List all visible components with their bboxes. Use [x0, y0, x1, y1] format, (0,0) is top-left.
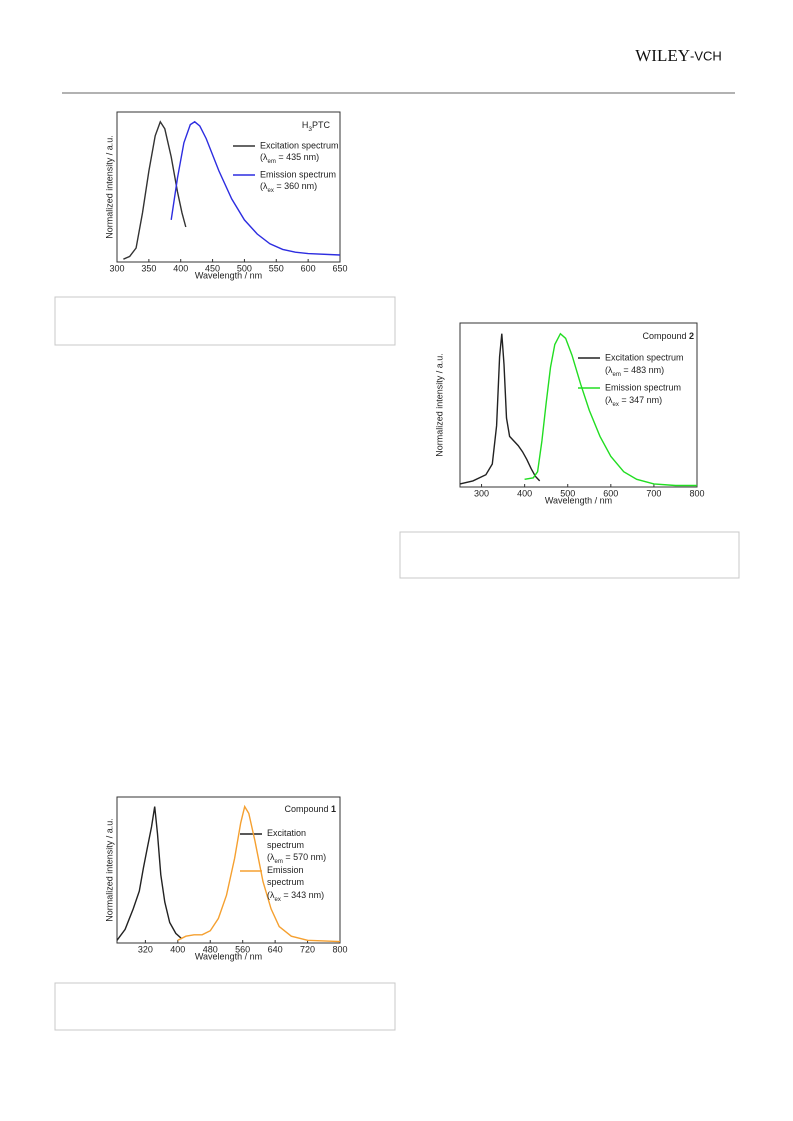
legend-name: Excitation spectrum [260, 140, 339, 150]
spectrum-line [524, 332, 697, 487]
legend-condition: (λex = 360 nm) [260, 181, 317, 193]
x-axis-label: Wavelength / nm [195, 270, 262, 280]
x-tick-label: 500 [237, 263, 252, 273]
legend-name: Emission spectrum [260, 169, 336, 179]
condition-open: (λ [260, 181, 268, 191]
title-part: Compound [284, 804, 331, 814]
condition-open: (λ [267, 852, 275, 862]
legend-name: Excitation spectrum [605, 352, 684, 362]
logo: WILEY [635, 46, 690, 65]
x-tick-label: 300 [474, 488, 489, 498]
x-tick-label: 720 [300, 944, 315, 954]
condition-close: = 343 nm) [281, 890, 324, 900]
title-part: PTC [312, 120, 331, 130]
condition-close: = 483 nm) [621, 365, 664, 375]
condition-sub: em [268, 159, 276, 165]
chart-title: Compound 1 [284, 804, 336, 814]
condition-close: = 347 nm) [619, 395, 662, 405]
x-tick-label: 650 [332, 263, 347, 273]
x-tick-label: 700 [646, 488, 661, 498]
title-part: 1 [331, 804, 336, 814]
spectrum-line [116, 806, 183, 941]
x-axis-label: Wavelength / nm [195, 951, 262, 961]
spectrum-line [170, 120, 341, 256]
condition-sub: ex [613, 402, 619, 408]
condition-sub: em [275, 859, 283, 865]
caption-box [54, 982, 396, 1031]
plot-frame [116, 111, 341, 263]
legend-condition: (λem = 570 nm) [267, 852, 326, 864]
title-part: H [302, 120, 309, 130]
legend-name: Emission spectrum [267, 865, 304, 887]
x-tick-label: 800 [332, 944, 347, 954]
condition-sub: ex [268, 188, 274, 194]
legend-condition: (λem = 483 nm) [605, 365, 664, 377]
x-tick-label: 400 [517, 488, 532, 498]
y-axis-label: Normalized intensity / a.u. [104, 135, 114, 239]
chart-title: Compound 2 [642, 331, 694, 341]
x-tick-label: 550 [269, 263, 284, 273]
x-tick-label: 300 [109, 263, 124, 273]
title-part: Compound [642, 331, 689, 341]
logo-suffix: -VCH [690, 48, 722, 63]
x-axis-label: Wavelength / nm [545, 495, 612, 505]
plot-frame [116, 796, 341, 944]
x-tick-label: 400 [170, 944, 185, 954]
condition-open: (λ [605, 365, 613, 375]
chart-title: H3PTC [302, 120, 331, 132]
condition-close: = 435 nm) [276, 152, 319, 162]
legend-name: Excitation spectrum [267, 828, 306, 850]
title-part: 2 [689, 331, 694, 341]
spectrum-line [177, 804, 341, 943]
x-tick-label: 450 [205, 263, 220, 273]
caption-box [54, 296, 396, 346]
spectrum-line [459, 333, 541, 485]
x-tick-label: 350 [141, 263, 156, 273]
condition-close: = 360 nm) [274, 181, 317, 191]
condition-sub: em [613, 372, 621, 378]
condition-sub: ex [275, 897, 281, 903]
condition-open: (λ [267, 890, 275, 900]
x-tick-label: 560 [235, 944, 250, 954]
title-part: 3 [308, 126, 312, 133]
legend-condition: (λex = 343 nm) [267, 890, 324, 902]
x-tick-label: 600 [603, 488, 618, 498]
x-tick-label: 500 [560, 488, 575, 498]
x-tick-label: 480 [203, 944, 218, 954]
x-tick-label: 400 [173, 263, 188, 273]
legend-name: Emission spectrum [605, 382, 681, 392]
y-axis-label: Normalized intensity / a.u. [104, 818, 114, 922]
legend-condition: (λem = 435 nm) [260, 152, 319, 164]
plot-frame [459, 322, 698, 488]
x-tick-label: 640 [268, 944, 283, 954]
x-tick-label: 320 [138, 944, 153, 954]
condition-open: (λ [605, 395, 613, 405]
caption-box [399, 531, 740, 579]
spectrum-line [123, 120, 187, 260]
y-axis-label: Normalized intensity / a.u. [434, 353, 444, 457]
condition-open: (λ [260, 152, 268, 162]
condition-close: = 570 nm) [283, 852, 326, 862]
x-tick-label: 800 [689, 488, 704, 498]
legend-condition: (λex = 347 nm) [605, 395, 662, 407]
x-tick-label: 600 [301, 263, 316, 273]
